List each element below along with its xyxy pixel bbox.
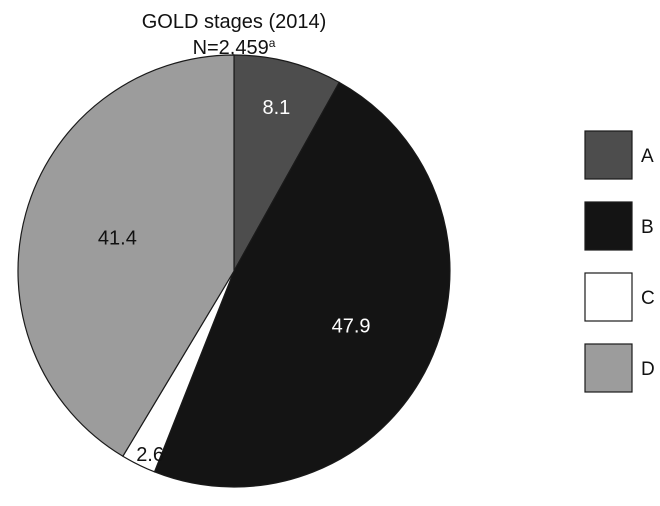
chart-subtitle: N=2,459a — [193, 36, 276, 59]
legend-swatch-b — [584, 201, 633, 251]
pie-slice-b — [153, 81, 451, 488]
value-label-b: 47.9 — [332, 316, 371, 338]
pie-slice-d — [17, 54, 235, 458]
pie-slice-a — [233, 54, 341, 274]
pie-value-labels: 8.1 47.9 2.6 41.4 — [98, 97, 371, 466]
legend-swatch-a — [584, 130, 633, 180]
legend: A B C D — [584, 130, 655, 393]
value-label-c: 2.6 — [136, 444, 164, 466]
pie-slices — [17, 54, 451, 488]
legend-label-d: D — [641, 359, 655, 380]
legend-swatch-d — [584, 343, 633, 393]
value-label-a: 8.1 — [262, 97, 290, 119]
chart-subtitle-main: N=2,459 — [193, 37, 269, 59]
value-label-d: 41.4 — [98, 228, 137, 250]
chart-title: GOLD stages (2014) — [142, 11, 327, 33]
legend-swatch-c — [584, 272, 633, 322]
legend-label-b: B — [641, 217, 654, 238]
legend-label-a: A — [641, 146, 654, 167]
legend-label-c: C — [641, 288, 655, 309]
chart-subtitle-superscript: a — [269, 36, 276, 50]
